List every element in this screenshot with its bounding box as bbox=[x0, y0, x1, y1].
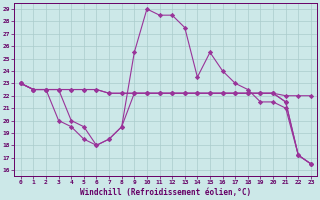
X-axis label: Windchill (Refroidissement éolien,°C): Windchill (Refroidissement éolien,°C) bbox=[80, 188, 252, 197]
